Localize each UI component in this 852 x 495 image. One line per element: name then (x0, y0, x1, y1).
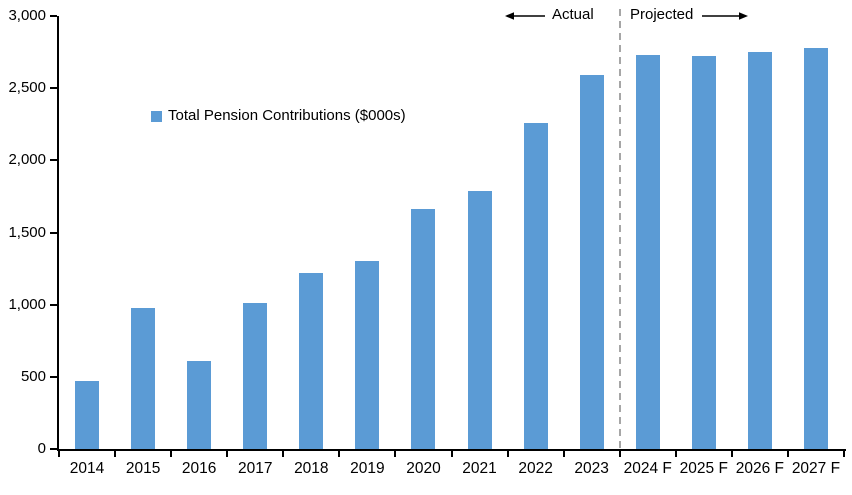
bar-2021 (467, 190, 492, 449)
x-axis-label-2024-F: 2024 F (623, 460, 672, 477)
bar-2019 (355, 261, 380, 449)
x-axis-tick (58, 451, 60, 457)
x-axis-tick (730, 451, 733, 457)
arrow-right-icon (702, 12, 748, 20)
legend-label: Total Pension Contributions ($000s) (168, 107, 406, 124)
y-axis-label-2,500: 2,500 (8, 79, 46, 97)
x-axis-label-2017: 2017 (237, 460, 273, 477)
x-axis-label-2027-F: 2027 F (791, 460, 841, 477)
x-axis-label-2014: 2014 (69, 460, 105, 477)
x-axis-label-2020: 2020 (406, 460, 441, 477)
bar-2018 (299, 272, 324, 449)
y-axis-tick (50, 15, 57, 17)
y-axis-tick (50, 303, 57, 306)
x-axis-tick (114, 451, 117, 457)
x-axis-label-2021: 2021 (462, 460, 497, 477)
y-axis-tick (50, 375, 57, 378)
x-axis-label-2023: 2023 (574, 460, 609, 477)
bar-2015 (131, 307, 156, 449)
bar-2020 (411, 209, 436, 449)
x-axis-label-2016: 2016 (181, 460, 217, 477)
x-axis-label-2015: 2015 (125, 460, 161, 477)
y-axis-label-1,500: 1,500 (8, 223, 46, 241)
y-axis-label-1,000: 1,000 (8, 295, 46, 313)
bar-2023 (579, 75, 604, 449)
x-axis-tick (226, 451, 229, 457)
y-axis-label-500: 500 (20, 367, 46, 385)
bar-2026-F (747, 52, 772, 449)
y-axis-line (57, 16, 59, 451)
x-axis-tick (618, 451, 621, 457)
x-axis-tick (338, 451, 341, 457)
y-axis-tick (50, 87, 57, 90)
y-axis-label-2,000: 2,000 (8, 151, 46, 169)
x-axis-tick (450, 451, 453, 457)
bar-2017 (243, 303, 268, 449)
bar-2024-F (635, 54, 660, 449)
legend: Total Pension Contributions ($000s) (151, 107, 406, 125)
actual-projected-divider-line (618, 9, 621, 450)
arrow-left-icon (505, 12, 545, 20)
x-axis-line (57, 449, 846, 451)
x-axis-tick (843, 451, 845, 457)
x-axis-tick (562, 451, 565, 457)
x-axis-tick (394, 451, 397, 457)
x-axis-tick (170, 451, 173, 457)
y-axis-tick (50, 231, 57, 234)
bar-2027-F (803, 47, 828, 449)
bar-2022 (523, 122, 548, 449)
x-axis-tick (786, 451, 789, 457)
bar-2025-F (691, 56, 716, 449)
actual-label: Actual (552, 6, 594, 23)
x-axis-tick (674, 451, 677, 457)
y-axis-label-3,000: 3,000 (8, 7, 46, 24)
bar-2016 (187, 360, 212, 449)
y-axis-tick (50, 448, 57, 450)
x-axis-label-2018: 2018 (294, 460, 329, 477)
projected-label: Projected (630, 6, 694, 23)
x-axis-label-2026-F: 2026 F (735, 460, 784, 477)
x-axis-tick (506, 451, 509, 457)
x-axis-label-2022: 2022 (518, 460, 553, 477)
legend-marker-icon (151, 110, 162, 122)
y-axis-label-0: 0 (37, 440, 46, 457)
x-axis-label-2025-F: 2025 F (679, 460, 728, 477)
y-axis-tick (50, 159, 57, 162)
bar-2014 (75, 381, 100, 449)
x-axis-label-2019: 2019 (350, 460, 385, 477)
x-axis-tick (282, 451, 285, 457)
